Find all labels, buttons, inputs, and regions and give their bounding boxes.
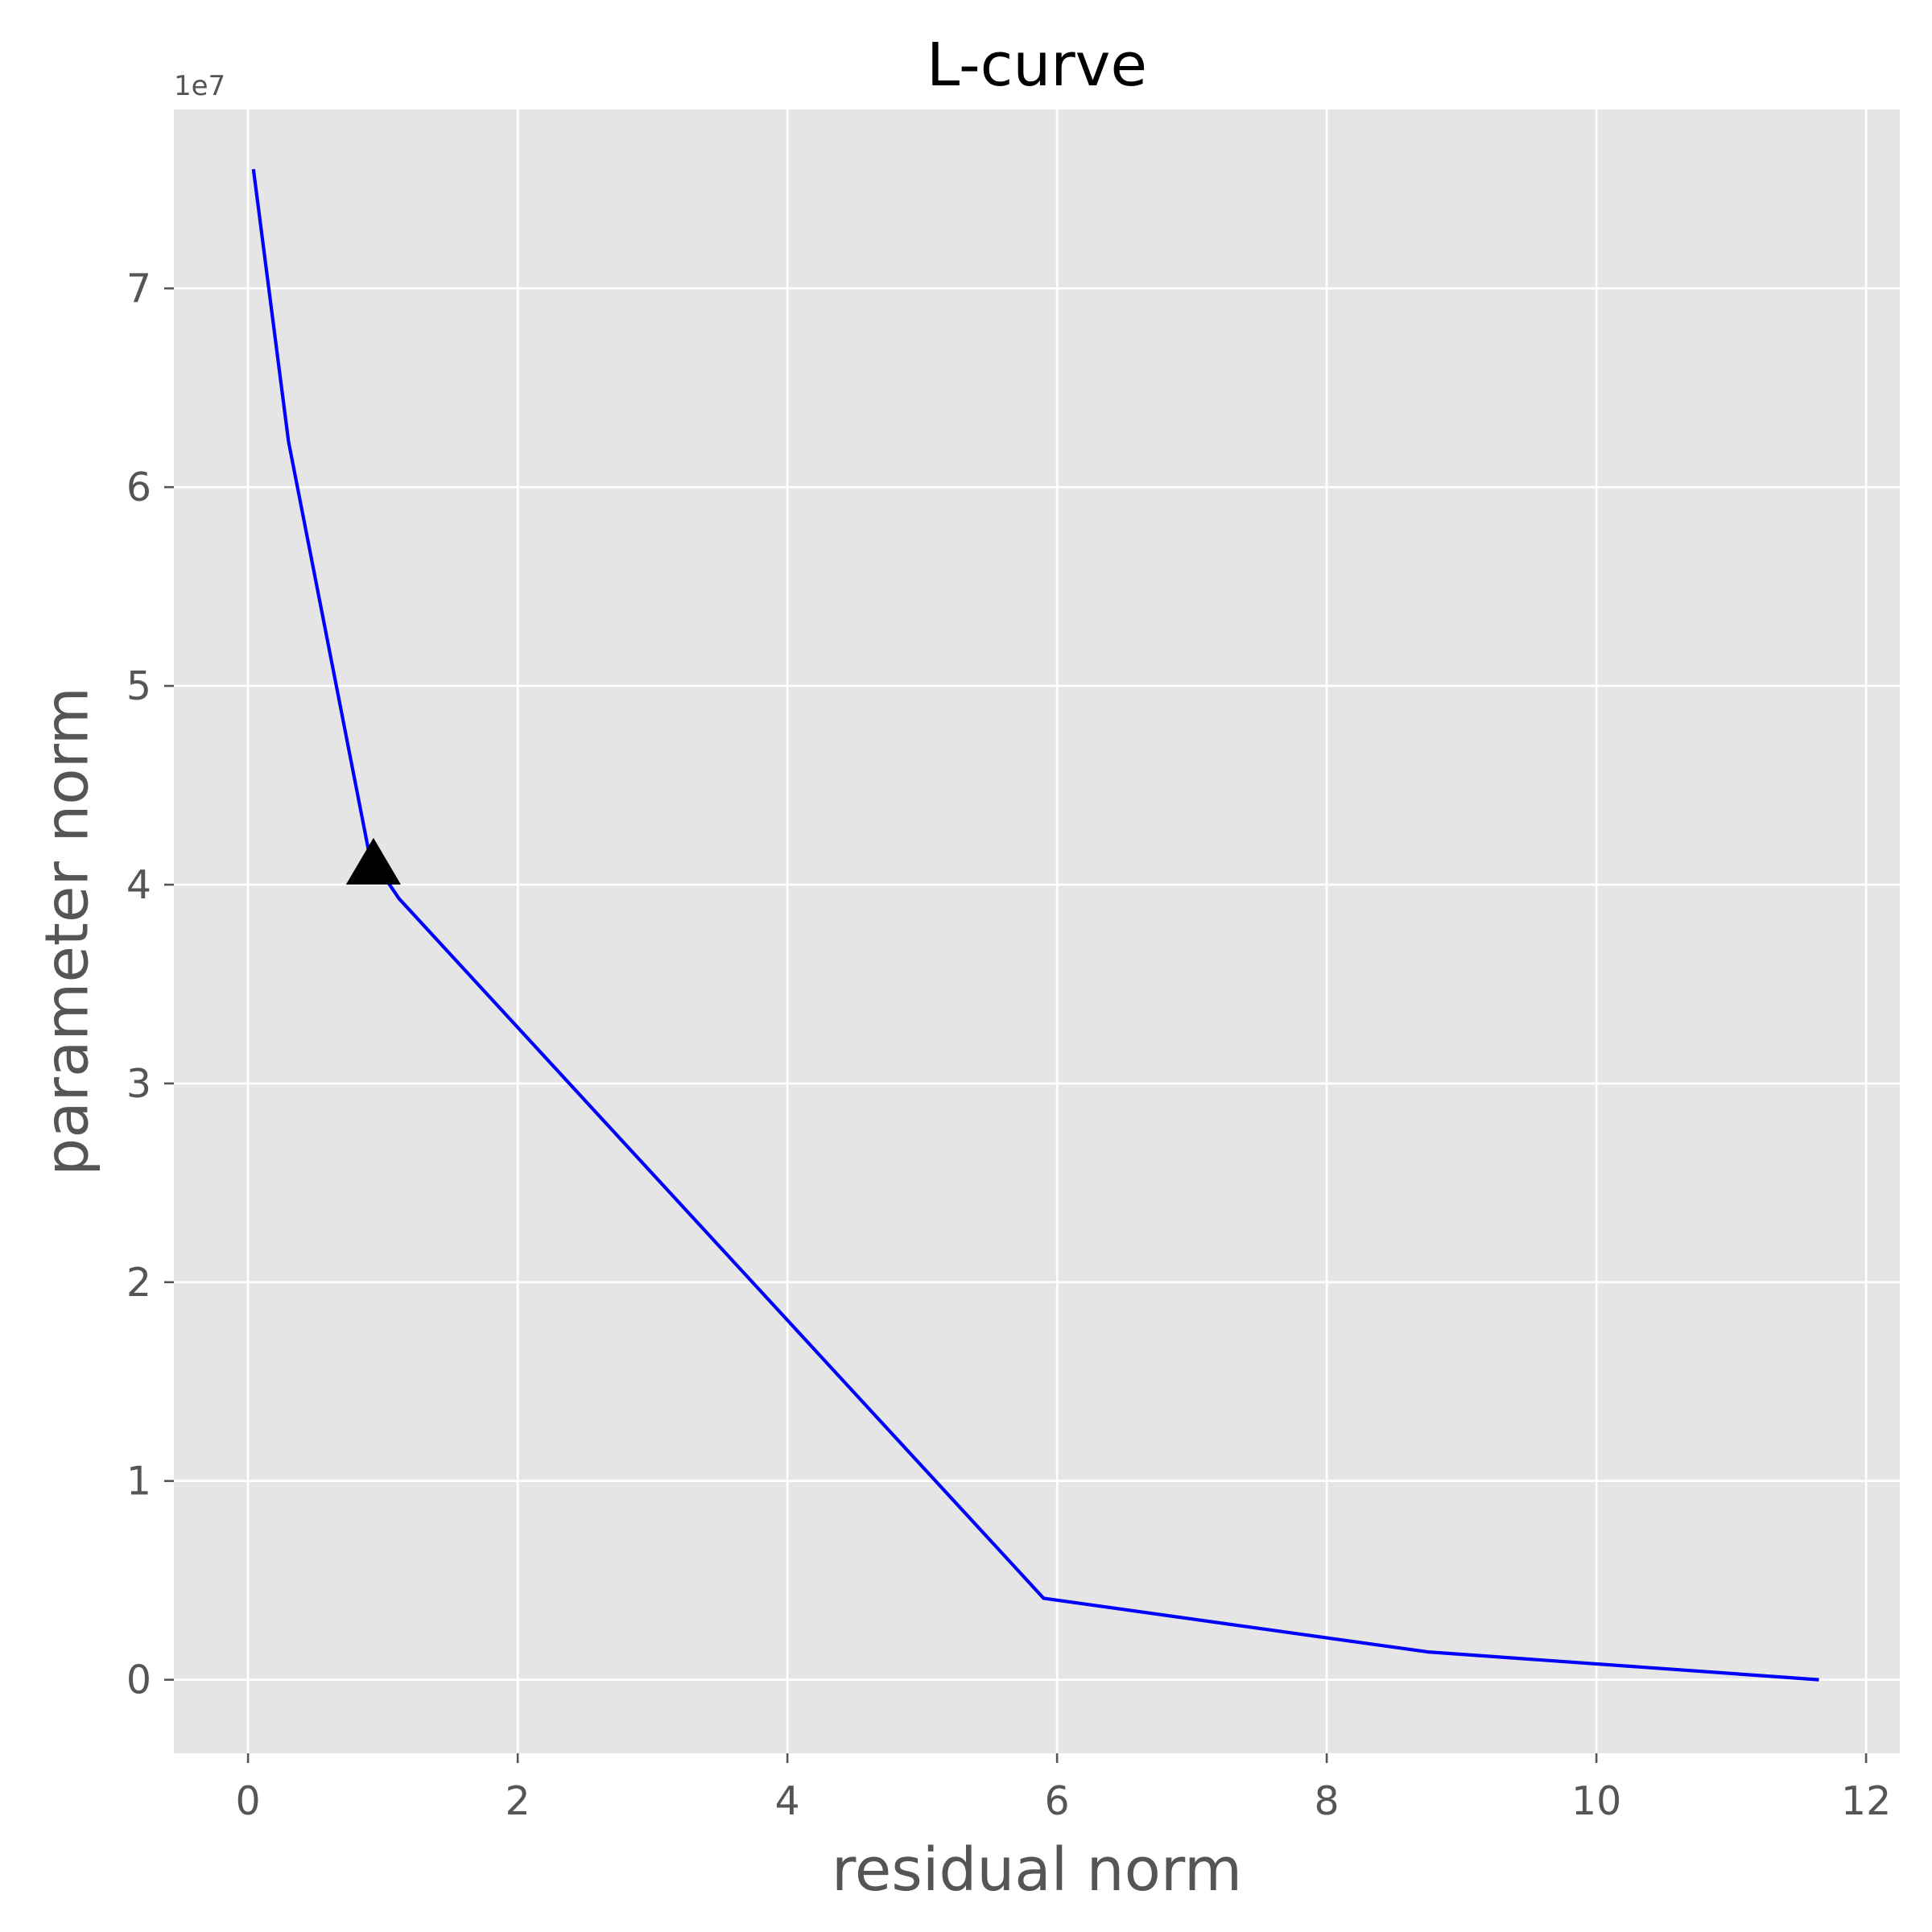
y-tick-label: 3 [126, 1061, 151, 1107]
x-tick-label: 6 [1045, 1778, 1070, 1824]
chart-title: L-curve [927, 31, 1147, 100]
x-tick-label: 0 [236, 1778, 261, 1824]
series-layer [251, 168, 1819, 1682]
x-tick-label: 2 [506, 1778, 530, 1824]
y-tick-label: 5 [126, 663, 151, 709]
y-axis-offset-text: 1e7 [174, 70, 225, 102]
y-tick-label: 2 [126, 1260, 151, 1306]
x-tick-label: 8 [1315, 1778, 1340, 1824]
y-tick-label: 6 [126, 464, 151, 510]
marker-layer [345, 837, 401, 885]
x-axis-label: residual norm [832, 1835, 1242, 1905]
selected-point-marker [345, 837, 401, 885]
plot-background [174, 109, 1900, 1753]
x-tick-label: 4 [775, 1778, 800, 1824]
y-tick-label: 0 [126, 1657, 151, 1703]
y-tick-label: 4 [126, 862, 151, 908]
y-tick-label: 1 [126, 1459, 151, 1505]
grid-lines [174, 109, 1900, 1753]
y-tick-label: 7 [126, 266, 151, 312]
y-axis-label: parameter norm [33, 687, 102, 1176]
x-tick-label: 12 [1841, 1778, 1891, 1824]
series-line [251, 168, 1819, 1682]
x-tick-label: 10 [1571, 1778, 1621, 1824]
